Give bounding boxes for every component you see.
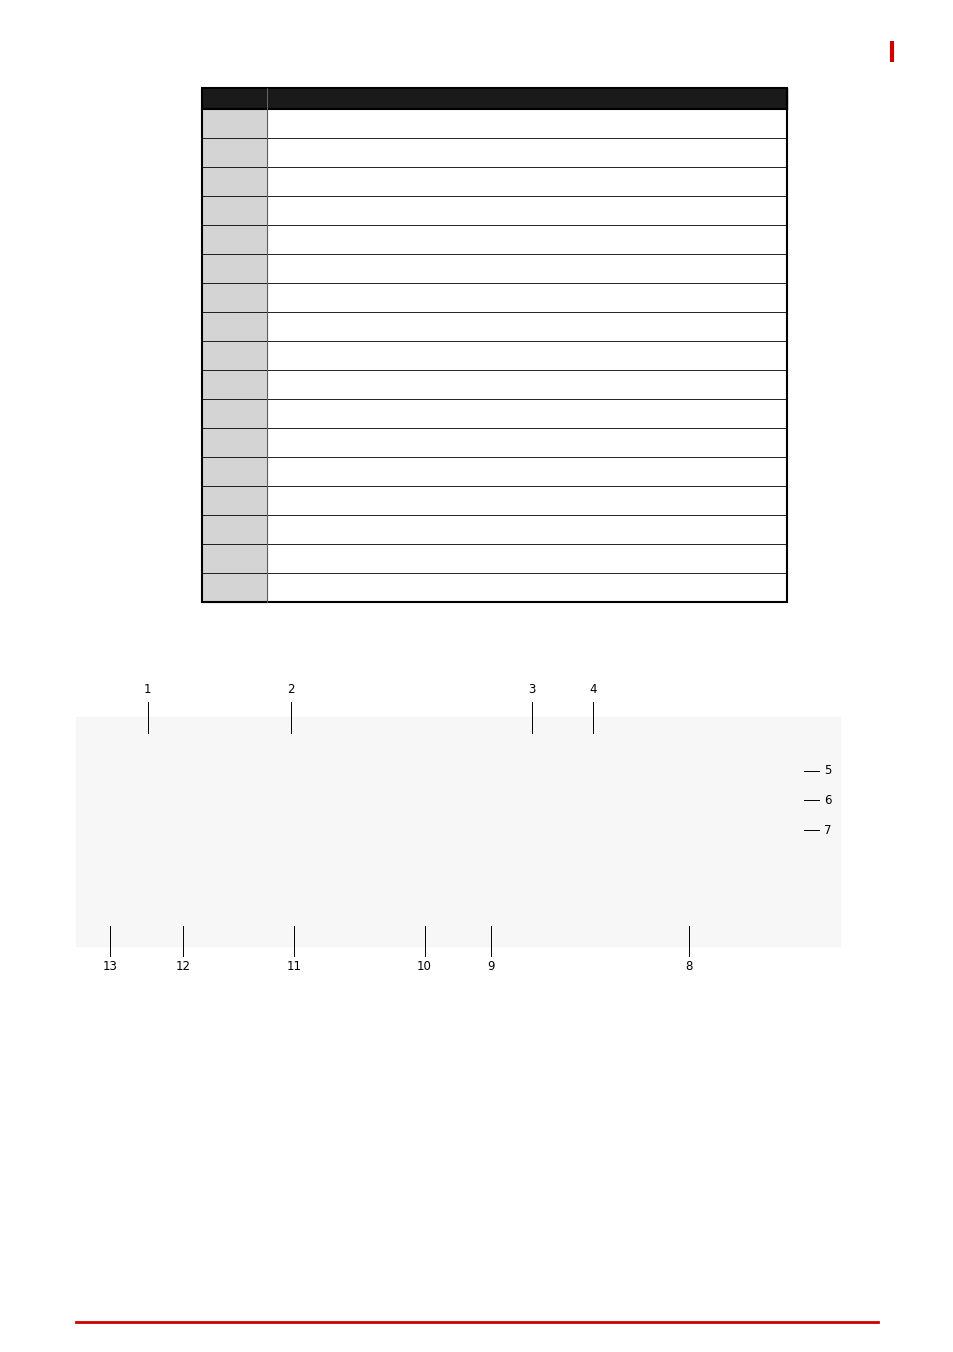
Text: 3: 3	[528, 683, 536, 696]
Text: 2: 2	[287, 683, 294, 696]
Text: 6: 6	[823, 794, 831, 807]
Text: 7: 7	[823, 823, 831, 837]
Text: 11: 11	[286, 960, 301, 973]
Text: 5: 5	[823, 764, 831, 777]
Text: 1: 1	[144, 683, 152, 696]
Text: 13: 13	[102, 960, 117, 973]
Text: 10: 10	[416, 960, 432, 973]
Text: 8: 8	[684, 960, 692, 973]
Bar	[202, 88, 786, 602]
Text: 12: 12	[175, 960, 191, 973]
Text: 4: 4	[589, 683, 597, 696]
Text: 9: 9	[487, 960, 495, 973]
